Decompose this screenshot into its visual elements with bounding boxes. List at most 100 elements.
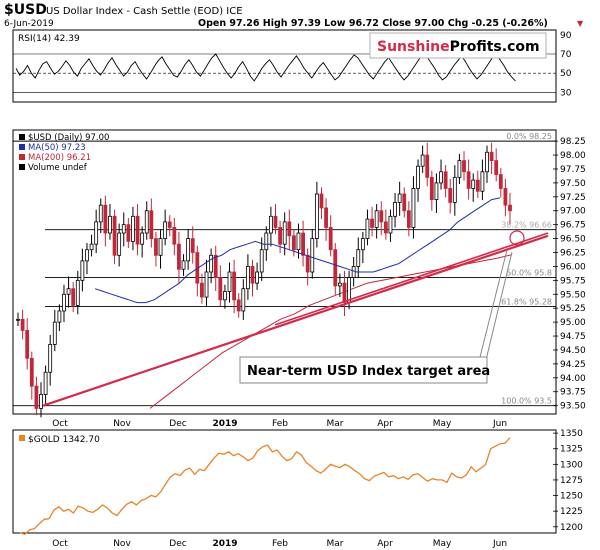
gold-line [19, 437, 511, 535]
brand-box [369, 32, 547, 59]
candle-body [273, 215, 278, 228]
support-trendline [42, 234, 549, 407]
x-axis-label-bottom: Apr [377, 539, 393, 549]
index-name: US Dollar Index - Cash Settle (EOD) ICE [46, 6, 243, 17]
annotation-pointer-1 [479, 249, 508, 358]
x-axis-label-bottom: Nov [113, 539, 131, 549]
price-tick-label: 98.00 [560, 151, 586, 161]
candle-body [416, 165, 420, 189]
candle-body [186, 238, 191, 262]
candle-body [259, 249, 264, 273]
candle-body [144, 210, 149, 234]
candle-body [508, 204, 512, 212]
candle-body [140, 232, 145, 245]
candle-body [218, 277, 223, 301]
gold-tick-label: 1350 [560, 429, 583, 439]
candle-body [388, 215, 393, 234]
candle-body [204, 271, 209, 298]
candle-body [328, 227, 333, 251]
candle-body [52, 321, 57, 345]
candle-body [213, 254, 218, 278]
quote-line: Open 97.26 High 97.39 Low 96.72 Close 97… [198, 18, 548, 29]
rsi-tick-label: 50 [560, 69, 572, 79]
price-tick-label: 97.75 [560, 165, 586, 175]
candle-body [158, 238, 163, 256]
gold-legend-swatch [19, 435, 25, 441]
price-tick-label: 94.00 [560, 374, 586, 384]
candle-body [131, 215, 135, 242]
candle-body [457, 160, 462, 178]
candle-body [471, 179, 476, 189]
candle-body [236, 299, 241, 312]
candle-body [379, 210, 384, 223]
x-axis-label-bottom: May [433, 539, 452, 549]
price-tick-label: 97.50 [560, 179, 586, 189]
candle-body [94, 221, 99, 245]
candle-body [103, 204, 108, 234]
candle-body [319, 193, 324, 209]
candle-body [452, 176, 457, 203]
candle-body [485, 151, 489, 173]
candle-body [411, 188, 416, 228]
candle-body [20, 318, 25, 331]
x-axis-label: May [433, 419, 452, 429]
candle-body [268, 215, 273, 234]
gold-label: $GOLD 1342.70 [28, 435, 100, 445]
rsi-tick-label: 90 [560, 31, 572, 41]
fibonacci-label: 0.0% 98.25 [506, 132, 552, 141]
candle-body [117, 232, 122, 256]
price-tick-label: 95.00 [560, 318, 586, 328]
candle-body [25, 330, 30, 359]
candle-body [333, 249, 338, 287]
price-tick-label: 93.50 [560, 402, 586, 412]
candle-body [108, 215, 112, 234]
candle-body [370, 218, 374, 228]
candle-body [503, 188, 508, 206]
candle-body [351, 266, 356, 278]
candle-body [223, 291, 227, 301]
candle-body [282, 221, 287, 245]
candle-body [246, 266, 250, 290]
ma200-line [149, 254, 513, 409]
brand-part1: Sunshine [377, 39, 450, 55]
legend-entry: MA(200) 96.21 [28, 153, 91, 163]
x-axis-label-bottom: Dec [169, 539, 186, 549]
x-axis-label: Jun [492, 419, 507, 429]
price-tick-label: 94.50 [560, 346, 586, 356]
annotation-text: Near-term USD Index target area [247, 364, 490, 379]
legend-entry: MA(50) 97.23 [28, 143, 86, 153]
candle-body [34, 385, 39, 409]
candle-body [475, 179, 480, 192]
candle-body [314, 193, 319, 239]
candle-body [181, 260, 186, 270]
price-tick-label: 97.00 [560, 207, 586, 217]
candle-body [310, 238, 315, 273]
gold-tick-label: 1300 [560, 460, 583, 470]
price-tick-label: 94.25 [560, 360, 586, 370]
candle-body [62, 293, 66, 312]
price-tick-label: 96.75 [560, 221, 586, 231]
candle-body [29, 357, 34, 387]
candle-body [406, 210, 411, 228]
candle-body [154, 238, 158, 256]
gold-tick-label: 1200 [560, 523, 583, 533]
x-axis-label-bottom: Mar [327, 539, 344, 549]
x-axis-label: Dec [169, 419, 186, 429]
support-trendline-2 [274, 232, 549, 326]
x-axis-label: Feb [272, 419, 288, 429]
candle-body [98, 204, 103, 223]
legend-entry: $USD (Daily) 97.00 [28, 133, 109, 143]
ma50-line [94, 197, 501, 304]
price-tick-label: 96.00 [560, 262, 586, 272]
candle-body [149, 210, 154, 239]
candle-body [126, 224, 131, 242]
candle-body [402, 193, 407, 212]
gold-tick-label: 1225 [560, 507, 583, 517]
candle-body [16, 318, 20, 321]
x-axis-label: Mar [327, 419, 344, 429]
candle-body [43, 371, 48, 395]
candle-body [360, 238, 365, 251]
legend-entry: Volume undef [28, 163, 88, 173]
candle-body [494, 160, 499, 175]
candle-body [167, 221, 172, 228]
